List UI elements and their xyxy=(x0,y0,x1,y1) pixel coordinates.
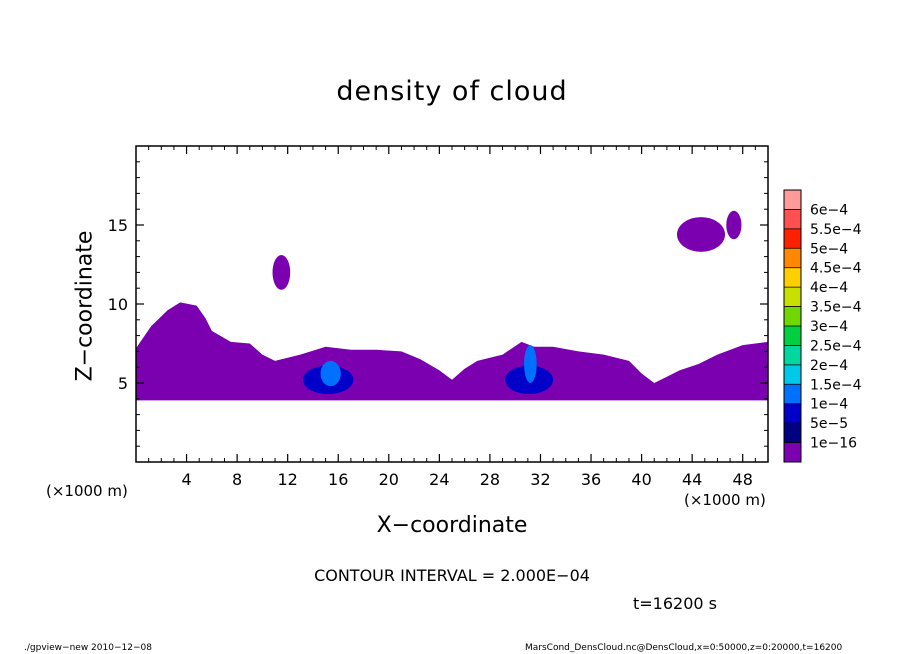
chart-title: density of cloud xyxy=(336,76,568,107)
colorbar-swatch xyxy=(784,423,801,444)
x-tick-label: 28 xyxy=(480,470,500,489)
colorbar-label: 4e−4 xyxy=(810,280,848,296)
y-tick-label: 5 xyxy=(118,374,128,393)
colorbar-swatch xyxy=(784,248,801,269)
plot-frame xyxy=(135,145,769,463)
x-tick-label: 16 xyxy=(328,470,348,489)
cloud-blob-region-7 xyxy=(524,345,537,383)
colorbar-swatch xyxy=(784,267,801,288)
x-axis-label: X−coordinate xyxy=(376,513,528,538)
density-field xyxy=(136,210,768,401)
x-tick-label: 4 xyxy=(181,470,191,489)
x-tick-label: 32 xyxy=(530,470,550,489)
cloud-blob-region-1 xyxy=(272,255,291,290)
colorbar-swatch xyxy=(784,403,801,424)
colorbar-label: 1e−4 xyxy=(810,397,848,413)
colorbar-label: 3e−4 xyxy=(810,319,848,335)
colorbar-label: 5.5e−4 xyxy=(810,222,862,238)
x-axis-unit-left: (×1000 m) xyxy=(46,482,128,500)
colorbar-label: 2e−4 xyxy=(810,358,848,374)
footer-data-source: MarsCond_DensCloud.nc@DensCloud,x=0:5000… xyxy=(525,643,843,653)
footer-program-date: ./gpview−new 2010−12−08 xyxy=(24,643,152,653)
colorbar-swatch xyxy=(784,190,801,210)
colorbar-swatch xyxy=(784,228,801,249)
colorbar-swatch xyxy=(784,384,801,405)
cloud-blob-region-3 xyxy=(726,210,742,240)
colorbar-label: 6e−4 xyxy=(810,202,848,218)
colorbar-swatch xyxy=(784,306,801,327)
colorbar-swatch xyxy=(784,287,801,308)
cloud-layer-region xyxy=(136,302,768,401)
x-tick-label: 8 xyxy=(232,470,242,489)
y-tick-label: 15 xyxy=(108,216,128,235)
colorbar-label: 2.5e−4 xyxy=(810,338,862,354)
x-tick-label: 12 xyxy=(278,470,298,489)
x-tick-label: 40 xyxy=(631,470,651,489)
colorbar-swatch xyxy=(784,442,801,463)
colorbar-label: 1.5e−4 xyxy=(810,377,862,393)
colorbar-swatch xyxy=(784,209,801,230)
x-tick-label: 20 xyxy=(379,470,399,489)
cloud-blob-region-2 xyxy=(676,217,726,252)
x-axis-unit-right: (×1000 m) xyxy=(684,491,766,509)
x-tick-label: 44 xyxy=(682,470,702,489)
x-tick-label: 48 xyxy=(733,470,753,489)
colorbar-swatch xyxy=(784,345,801,366)
colorbar-label: 5e−5 xyxy=(810,416,848,432)
y-axis-label: Z−coordinate xyxy=(72,230,98,382)
x-tick-label: 36 xyxy=(581,470,601,489)
colorbar-swatch xyxy=(784,326,801,346)
colorbar-label: 1e−16 xyxy=(810,436,857,452)
colorbar-label: 5e−4 xyxy=(810,241,848,257)
y-tick-label: 10 xyxy=(108,295,128,314)
x-tick-label: 24 xyxy=(429,470,449,489)
cloud-blob-region-6 xyxy=(320,360,341,387)
colorbar-swatch xyxy=(784,364,801,385)
time-label: t=16200 s xyxy=(633,594,717,613)
colorbar-label: 3.5e−4 xyxy=(810,300,862,316)
colorbar-label: 4.5e−4 xyxy=(810,261,862,277)
contour-interval-label: CONTOUR INTERVAL = 2.000E−04 xyxy=(314,566,590,585)
